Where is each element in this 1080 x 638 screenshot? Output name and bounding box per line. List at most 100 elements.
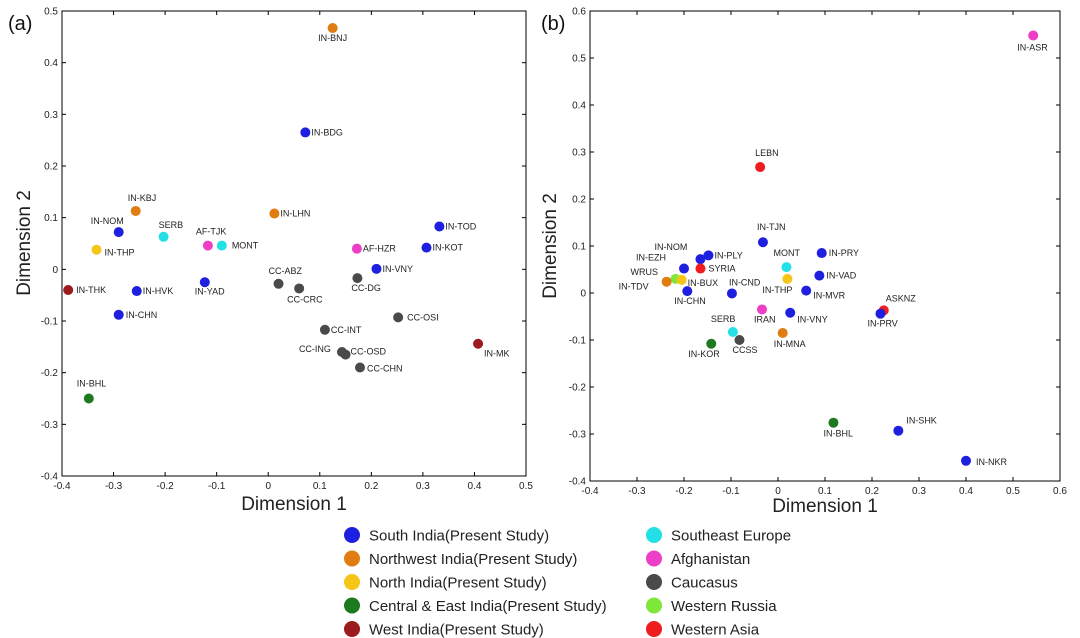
x-tick-label: -0.3 — [105, 481, 123, 492]
y-tick-label: 0.5 — [572, 54, 586, 65]
point-label: IN-VNY — [797, 315, 828, 325]
point-label: IN-BHL — [823, 429, 853, 439]
y-tick-label: 0.5 — [44, 7, 58, 18]
point-label: IN-THP — [105, 248, 135, 258]
data-point — [828, 417, 839, 428]
data-point — [755, 162, 766, 173]
data-point — [703, 250, 714, 261]
data-point — [727, 327, 738, 338]
point-label: LEBN — [755, 148, 779, 158]
point-label: AF-HZR — [363, 244, 396, 254]
data-point — [371, 263, 382, 274]
data-point — [893, 425, 904, 436]
point-label: CC-OSI — [407, 312, 439, 322]
point-label: MONT — [773, 248, 800, 258]
y-tick-label: 0 — [52, 265, 58, 276]
legend-marker — [646, 597, 662, 614]
point-label: WRUS — [631, 267, 659, 277]
point-label: IN-BDG — [311, 127, 343, 137]
point-label: SERB — [159, 220, 184, 230]
legend-marker — [646, 550, 662, 567]
x-tick-label: -0.3 — [628, 486, 646, 497]
point-label: CC-OSD — [351, 347, 387, 357]
point-label: SYRIA — [708, 264, 735, 274]
x-tick-label: 0.5 — [519, 481, 533, 492]
legend-label: South India(Present Study) — [369, 528, 549, 545]
point-label: IN-TOD — [445, 221, 476, 231]
point-label: IN-MVR — [813, 291, 845, 301]
y-tick-label: 0.3 — [572, 148, 586, 159]
point-label: SERB — [711, 314, 736, 324]
point-label: ASKNZ — [886, 293, 917, 303]
scatter-panel-a: (a) -0.4 -0.3 -0.2 -0.1 0 0.1 0.2 0.3 0.4 0.5 -0.4… — [8, 7, 533, 516]
y-axis-title-b: Dimension 2 — [540, 193, 561, 299]
x-tick-label: 0 — [775, 486, 781, 497]
point-label: IN-KBJ — [128, 193, 157, 203]
data-point — [393, 312, 404, 323]
data-point — [63, 285, 74, 295]
point-label: IN-EZH — [636, 253, 666, 263]
data-point — [216, 240, 227, 251]
point-label: IRAN — [754, 314, 776, 324]
legend-marker — [344, 621, 360, 637]
data-point — [351, 243, 362, 254]
plot-area-b — [589, 10, 1061, 482]
data-point — [294, 283, 305, 294]
y-tick-label: -0.2 — [41, 368, 59, 379]
y-tick-label: 0.2 — [572, 195, 586, 206]
legend-marker — [646, 621, 662, 637]
data-point — [816, 248, 827, 259]
x-axis-title-b: Dimension 1 — [772, 496, 878, 517]
legend-marker — [646, 574, 662, 590]
y-tick-label: 0.1 — [44, 213, 58, 224]
scatter-panel-b: (b) -0.4 -0.3 -0.2 -0.1 0 0.1 0.2 0.3 0.4 0.5 0.6 -… — [540, 7, 1067, 518]
legend-label: Western Russia — [671, 598, 777, 615]
x-axis-title-a: Dimension 1 — [241, 494, 347, 515]
x-tick-label: 0.3 — [912, 486, 926, 497]
legend-item: Western Asia — [646, 621, 760, 638]
data-point — [269, 208, 280, 219]
point-label: IN-YAD — [195, 286, 225, 296]
legend-label: Western Asia — [671, 622, 760, 638]
point-label: IN-SHK — [906, 416, 937, 426]
y-tick-label: 0 — [580, 289, 586, 300]
y-tick-label: -0.1 — [569, 336, 587, 347]
y-tick-label: -0.4 — [569, 477, 587, 488]
point-label: IN-TJN — [757, 222, 786, 232]
y-tick-label: 0.6 — [572, 7, 586, 18]
data-point — [676, 274, 687, 285]
point-label: AF-TJK — [196, 227, 227, 237]
point-label: CCSS — [732, 345, 757, 355]
y-tick-label: -0.1 — [41, 317, 59, 328]
point-label: IN-VNY — [382, 264, 413, 274]
point-label: IN-MNA — [774, 339, 806, 349]
data-point — [130, 205, 141, 216]
data-point — [726, 288, 737, 299]
point-label: IN-THK — [76, 285, 106, 295]
point-label: IN-NOM — [654, 242, 687, 252]
point-label: IN-ASR — [1017, 42, 1048, 52]
y-tick-label: 0.2 — [44, 162, 58, 173]
point-label: IN-THP — [762, 285, 792, 295]
legend-label: Afghanistan — [671, 551, 750, 568]
data-point — [695, 254, 706, 265]
y-tick-label: -0.3 — [569, 430, 587, 441]
x-tick-label: 0.2 — [364, 481, 378, 492]
data-point — [757, 237, 768, 248]
data-point — [352, 273, 363, 284]
x-tick-label: -0.1 — [208, 481, 226, 492]
point-label: CC-INT — [331, 325, 362, 335]
x-tick-label: -0.4 — [581, 486, 599, 497]
data-point — [782, 273, 793, 284]
plot-area-a — [61, 10, 527, 477]
point-label: IN-PRY — [829, 248, 859, 258]
data-point — [961, 455, 971, 466]
point-label: IN-NKR — [976, 457, 1007, 467]
legend: South India(Present Study) Northwest Indi… — [344, 527, 791, 638]
data-point — [785, 307, 796, 318]
point-label: CC-ABZ — [269, 266, 303, 276]
point-label: IN-BNJ — [318, 33, 347, 43]
data-point — [473, 338, 484, 349]
y-tick-label: -0.4 — [41, 472, 59, 483]
y-tick-label: 0.4 — [44, 58, 58, 69]
